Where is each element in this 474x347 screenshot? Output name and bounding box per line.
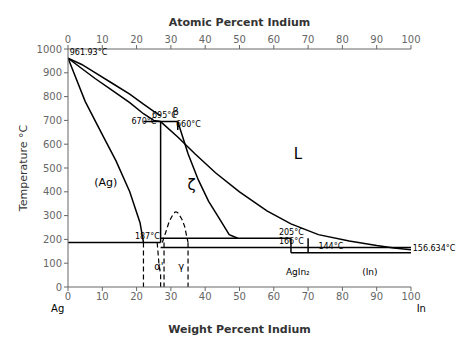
svg-text:40: 40: [199, 291, 212, 302]
svg-text:0: 0: [56, 282, 62, 293]
svg-text:(In): (In): [362, 267, 377, 277]
svg-text:Weight Percent Indium: Weight Percent Indium: [168, 323, 310, 336]
svg-text:10: 10: [96, 291, 109, 302]
svg-text:700: 700: [43, 115, 62, 126]
svg-text:(Ag): (Ag): [94, 176, 117, 189]
svg-text:90: 90: [370, 291, 383, 302]
svg-text:60: 60: [267, 34, 280, 45]
svg-text:144°C: 144°C: [318, 242, 343, 251]
svg-text:40: 40: [199, 34, 212, 45]
svg-text:205°C: 205°C: [279, 228, 304, 237]
svg-text:0: 0: [65, 291, 71, 302]
svg-text:1000: 1000: [37, 44, 62, 55]
svg-text:100: 100: [401, 34, 420, 45]
svg-text:961.93°C: 961.93°C: [70, 48, 108, 57]
svg-text:100: 100: [43, 258, 62, 269]
svg-text:100: 100: [401, 291, 420, 302]
svg-text:50: 50: [233, 34, 246, 45]
svg-text:70: 70: [302, 291, 315, 302]
svg-text:L: L: [294, 145, 303, 163]
svg-text:AgIn₂: AgIn₂: [286, 267, 310, 277]
svg-text:695°C: 695°C: [152, 110, 177, 120]
svg-text:800: 800: [43, 91, 62, 102]
svg-text:50: 50: [233, 291, 246, 302]
svg-text:20: 20: [130, 291, 143, 302]
svg-text:156.634°C: 156.634°C: [413, 244, 456, 253]
svg-text:30: 30: [165, 34, 178, 45]
svg-text:Temperature °C: Temperature °C: [17, 125, 30, 213]
svg-text:600: 600: [43, 139, 62, 150]
svg-text:200: 200: [43, 234, 62, 245]
svg-text:670°C: 670°C: [131, 117, 156, 126]
svg-text:20: 20: [130, 34, 143, 45]
svg-text:0: 0: [65, 34, 71, 45]
svg-text:187°C: 187°C: [135, 232, 160, 241]
svg-text:90: 90: [370, 34, 383, 45]
svg-text:80: 80: [336, 291, 349, 302]
svg-text:400: 400: [43, 186, 62, 197]
svg-text:ζ: ζ: [187, 176, 195, 194]
svg-text:Atomic Percent Indium: Atomic Percent Indium: [169, 16, 311, 29]
svg-text:Ag: Ag: [51, 303, 64, 314]
svg-text:10: 10: [96, 34, 109, 45]
svg-text:70: 70: [302, 34, 315, 45]
svg-text:900: 900: [43, 67, 62, 78]
svg-text:In: In: [417, 303, 426, 314]
svg-text:80: 80: [336, 34, 349, 45]
svg-text:500: 500: [43, 163, 62, 174]
svg-text:30: 30: [165, 291, 178, 302]
svg-text:γ: γ: [178, 261, 184, 272]
svg-text:60: 60: [267, 291, 280, 302]
svg-text:166°C: 166°C: [279, 237, 304, 246]
svg-text:α': α': [154, 261, 163, 272]
svg-text:660°C: 660°C: [176, 120, 201, 129]
svg-text:300: 300: [43, 210, 62, 221]
svg-text:β: β: [173, 106, 179, 117]
